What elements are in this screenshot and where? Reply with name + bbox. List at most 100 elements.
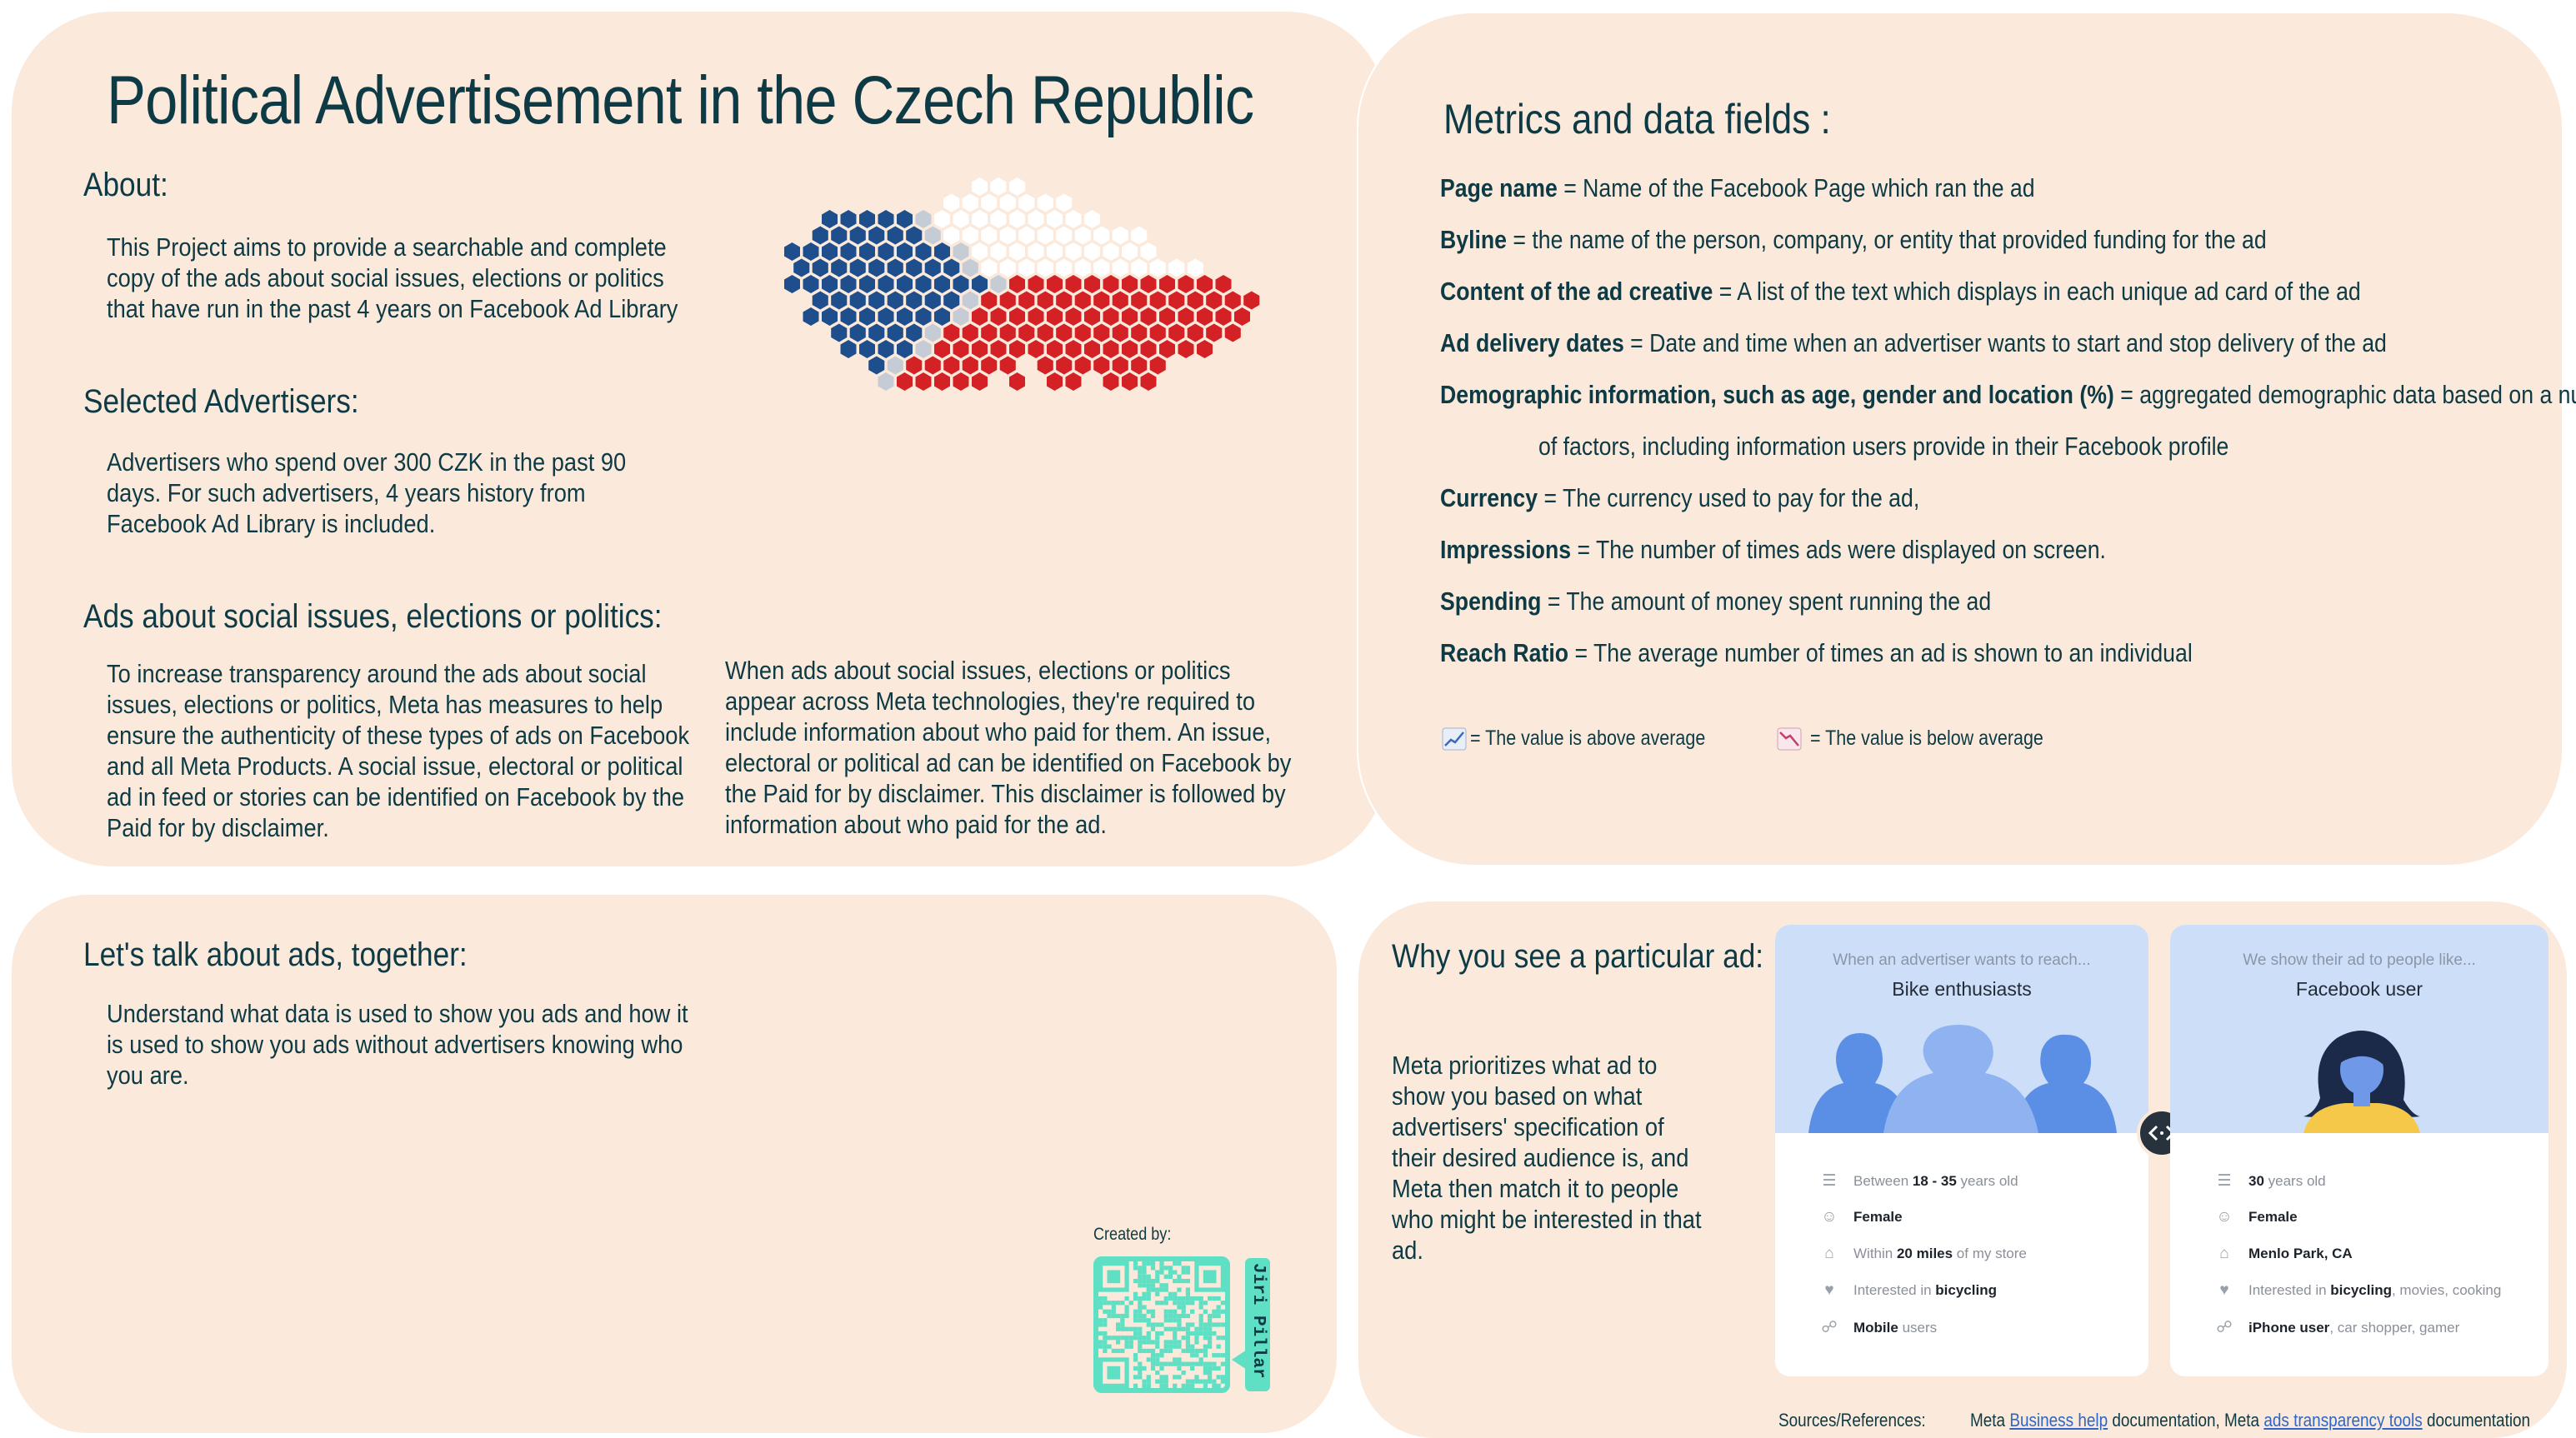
qr-module — [1220, 1379, 1225, 1384]
qr-module — [1133, 1353, 1138, 1358]
qr-module — [1142, 1266, 1147, 1271]
attribute-row: ☍ Mobile users — [1820, 1318, 1937, 1337]
map-hex — [1178, 275, 1194, 293]
qr-module — [1142, 1278, 1147, 1284]
metrics-panel: Metrics and data fields : Page name = Na… — [1357, 12, 2576, 866]
attribute-pre: Within — [1853, 1246, 1897, 1261]
map-hex — [1074, 323, 1091, 342]
map-hex — [1056, 226, 1073, 245]
qr-module — [1173, 1326, 1178, 1331]
advertiser-card-headline: Bike enthusiasts — [1892, 978, 2032, 1000]
qr-module — [1133, 1278, 1138, 1284]
qr-module — [1185, 1379, 1191, 1384]
why-text: Meta prioritizes what ad to show you bas… — [1392, 1051, 1702, 1265]
map-hex — [999, 226, 1016, 245]
ads-heading: Ads about social issues, elections or po… — [83, 598, 663, 635]
qr-module — [1142, 1274, 1147, 1279]
qr-module — [1103, 1296, 1108, 1301]
map-hex — [934, 242, 950, 261]
heart-icon: ♥ — [2219, 1281, 2229, 1299]
map-hex — [1028, 340, 1044, 358]
map-hex — [972, 177, 988, 196]
qr-module — [1173, 1309, 1178, 1314]
attribute-bold: Female — [1853, 1209, 1903, 1225]
qr-module — [1216, 1383, 1221, 1388]
qr-module — [1111, 1309, 1116, 1314]
map-hex — [1122, 242, 1138, 261]
qr-module — [1190, 1348, 1195, 1354]
map-hex — [1037, 193, 1053, 212]
qr-module — [1203, 1331, 1208, 1336]
qr-module — [1216, 1336, 1221, 1341]
czech-flag-map-icon — [784, 177, 1260, 391]
qr-module — [1163, 1375, 1168, 1380]
metric-row: Byline = the name of the person, company… — [1440, 225, 2267, 255]
map-hex — [1037, 226, 1053, 245]
map-hex — [1065, 275, 1082, 293]
cake-icon: ☰ — [1822, 1172, 1837, 1190]
legend-below: = The value is below average — [1777, 726, 2082, 751]
qr-module — [1146, 1375, 1151, 1380]
qr-module — [1181, 1270, 1186, 1275]
map-hex — [972, 275, 988, 293]
qr-module — [1107, 1366, 1121, 1380]
map-hex — [1074, 258, 1091, 277]
person-icon: ☺ — [1821, 1208, 1838, 1226]
qr-module — [1107, 1309, 1112, 1314]
attribute-bold: 20 miles — [1896, 1246, 1953, 1261]
talk-heading: Let's talk about ads, together: — [83, 936, 468, 973]
qr-module — [1185, 1344, 1191, 1349]
qr-module — [1142, 1270, 1147, 1275]
qr-module — [1159, 1270, 1164, 1275]
qr-module — [1194, 1340, 1199, 1345]
selected-advertisers-heading: Selected Advertisers: — [83, 383, 359, 420]
map-hex — [1131, 356, 1148, 375]
attribute-post: years old — [1956, 1173, 2018, 1189]
map-hex — [962, 193, 978, 212]
metric-description: = the name of the person, company, or en… — [1507, 225, 2267, 254]
qr-code[interactable] — [1093, 1256, 1230, 1393]
qr-module — [1155, 1361, 1160, 1366]
metric-term: Impressions — [1440, 535, 1572, 564]
metric-description: = Name of the Facebook Page which ran th… — [1557, 173, 2035, 202]
qr-module — [1185, 1322, 1191, 1327]
qr-module — [1173, 1261, 1178, 1266]
qr-module — [1185, 1383, 1191, 1388]
qr-module — [1163, 1361, 1168, 1366]
qr-module — [1181, 1371, 1186, 1376]
qr-module — [1168, 1318, 1173, 1323]
qr-module — [1150, 1287, 1156, 1292]
map-hex — [1028, 242, 1044, 261]
map-hex — [943, 258, 960, 277]
map-hex — [953, 210, 969, 228]
author-ribbon: Jiri Pillar — [1245, 1258, 1270, 1391]
qr-module — [1138, 1344, 1143, 1349]
metrics-heading: Metrics and data fields : — [1443, 96, 1831, 142]
qr-module — [1168, 1348, 1173, 1354]
qr-module — [1190, 1322, 1195, 1327]
map-hex — [1037, 291, 1053, 310]
qr-module — [1142, 1318, 1147, 1323]
qr-module — [1173, 1331, 1178, 1336]
qr-module — [1163, 1379, 1168, 1384]
qr-module — [1138, 1366, 1143, 1371]
map-hex — [1093, 291, 1110, 310]
attribute-post: of my store — [1953, 1246, 2027, 1261]
qr-module — [1163, 1348, 1168, 1354]
qr-module — [1155, 1287, 1160, 1292]
qr-module — [1163, 1266, 1168, 1271]
qr-module — [1208, 1296, 1213, 1301]
qr-module — [1146, 1322, 1151, 1327]
qr-module — [1138, 1331, 1143, 1336]
ads-transparency-tools-link[interactable]: ads transparency tools — [2263, 1410, 2423, 1431]
business-help-link[interactable]: Business help — [2009, 1410, 2108, 1431]
metric-term: Content of the ad creative — [1440, 277, 1713, 306]
qr-module — [1173, 1291, 1178, 1296]
qr-module — [1212, 1379, 1217, 1384]
qr-module — [1168, 1266, 1173, 1271]
map-hex — [943, 356, 960, 375]
map-hex — [1009, 307, 1025, 326]
qr-module — [1159, 1366, 1164, 1371]
map-hex — [812, 226, 828, 245]
map-hex — [1112, 291, 1128, 310]
